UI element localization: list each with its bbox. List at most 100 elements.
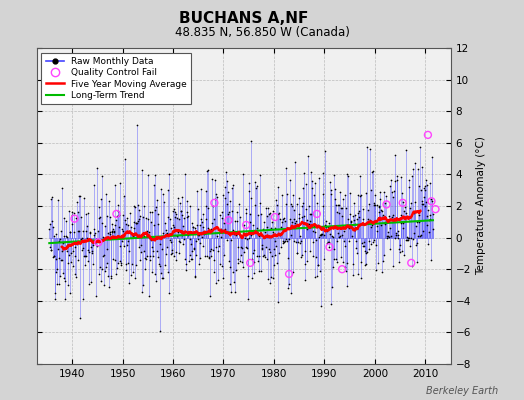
Point (271, 252, 279, 258)
Point (220, 251, 228, 258)
Point (357, 275, 365, 282)
Point (103, 246, 111, 252)
Point (209, 202, 217, 209)
Point (90, 232, 99, 238)
Point (227, 237, 235, 243)
Point (332, 202, 340, 208)
Point (228, 227, 237, 233)
Point (285, 236, 293, 242)
Point (240, 222, 248, 228)
Point (61, 233, 70, 240)
Point (395, 258, 403, 265)
Point (239, 171, 247, 177)
Point (189, 224, 197, 231)
Point (390, 188, 398, 194)
Point (279, 240, 288, 247)
Point (344, 216, 353, 222)
Point (74, 257, 83, 264)
Point (392, 177, 401, 183)
Point (272, 243, 280, 250)
Point (184, 258, 193, 264)
Point (75, 193, 83, 200)
Point (171, 209, 179, 215)
Point (283, 285, 292, 292)
Point (158, 229, 167, 236)
Point (267, 274, 275, 281)
Point (116, 258, 125, 264)
Point (255, 268, 264, 274)
Point (125, 280, 133, 286)
Point (77, 236, 85, 242)
Point (377, 222, 385, 228)
Point (223, 201, 232, 207)
Point (255, 233, 263, 239)
Point (162, 250, 170, 257)
Point (208, 175, 216, 182)
Point (80, 195, 88, 201)
Point (321, 223, 330, 230)
Point (308, 239, 316, 246)
Point (406, 243, 414, 249)
Point (118, 228, 127, 234)
Point (416, 144, 424, 150)
Point (233, 209, 241, 216)
Point (355, 208, 363, 214)
Point (261, 254, 269, 260)
Point (230, 279, 238, 285)
Point (177, 208, 185, 214)
Point (192, 222, 201, 228)
Point (54, 246, 62, 252)
Point (313, 222, 322, 228)
Point (100, 235, 108, 241)
Point (155, 235, 163, 242)
Point (72, 199, 81, 205)
Point (400, 252, 408, 258)
Point (160, 262, 169, 268)
Point (214, 247, 222, 254)
Point (203, 253, 211, 259)
Point (269, 228, 278, 235)
Point (163, 230, 171, 236)
Point (276, 215, 285, 222)
Point (426, 216, 434, 222)
Point (318, 225, 326, 232)
Point (247, 232, 256, 238)
Point (388, 189, 396, 196)
Point (411, 159, 420, 166)
Point (342, 268, 350, 274)
Point (201, 253, 209, 260)
Point (414, 233, 422, 240)
Point (177, 208, 185, 215)
Point (398, 248, 406, 254)
Point (387, 232, 395, 239)
Point (415, 218, 423, 225)
Point (314, 262, 323, 268)
Point (347, 232, 356, 239)
Point (368, 222, 376, 228)
Point (212, 190, 221, 197)
Point (160, 233, 169, 239)
Point (338, 266, 346, 272)
Point (383, 233, 391, 240)
Point (46, 221, 54, 227)
Point (301, 277, 310, 283)
Point (232, 231, 240, 238)
Point (176, 238, 184, 245)
Point (154, 254, 162, 260)
Point (370, 202, 379, 208)
Point (247, 195, 255, 202)
Point (214, 230, 223, 236)
Point (151, 203, 160, 210)
Point (101, 268, 109, 274)
Point (426, 212, 434, 218)
Point (190, 224, 199, 231)
Point (135, 216, 143, 222)
Point (259, 252, 268, 258)
Point (49, 254, 57, 260)
Point (270, 246, 278, 252)
Point (276, 244, 285, 250)
Point (130, 204, 139, 210)
Point (288, 218, 296, 225)
Point (381, 219, 390, 225)
Point (409, 166, 417, 172)
